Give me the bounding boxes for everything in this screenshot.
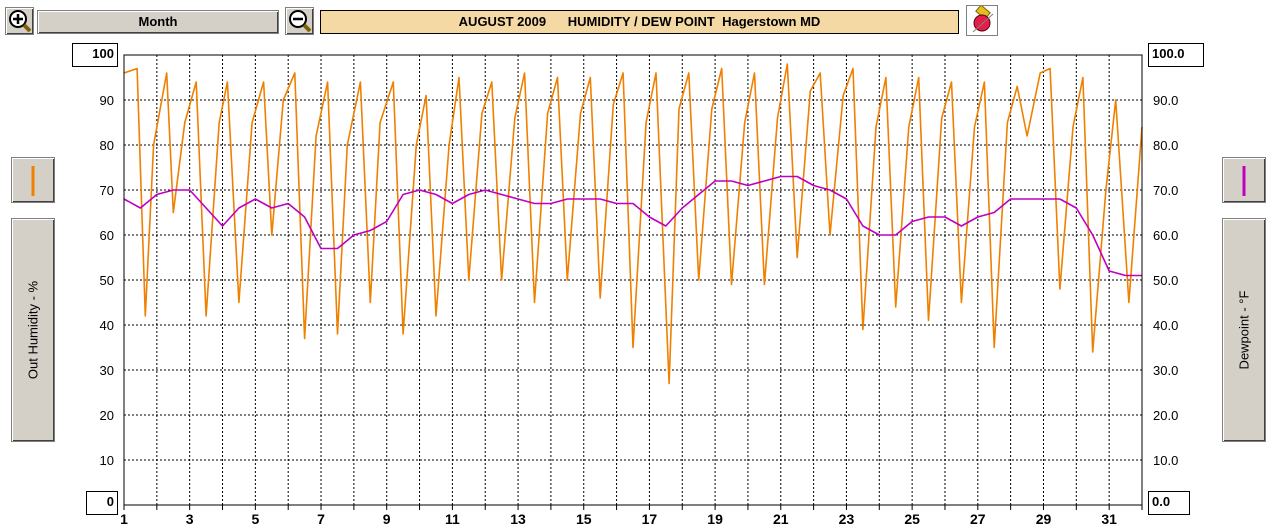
x-tick-label: 5 (251, 511, 259, 527)
x-tick-label: 11 (445, 511, 460, 527)
right-tick-label: 50.0 (1153, 273, 1178, 288)
dewpoint-series-line (123, 175, 1142, 277)
left-tick-label: 40 (100, 318, 114, 333)
right-tick-label: 80.0 (1153, 138, 1178, 153)
x-tick-label: 25 (904, 511, 920, 527)
left-tick-label: 30 (100, 363, 114, 378)
left-tick-label: 80 (100, 138, 114, 153)
left-tick-label: 90 (100, 93, 114, 108)
right-tick-label: 20.0 (1153, 408, 1178, 423)
period-selector-button[interactable]: Month (37, 10, 279, 34)
x-tick-label: 17 (642, 511, 658, 527)
right-axis-label-panel[interactable]: Dewpoint - °F (1222, 218, 1266, 442)
zoom-in-icon (8, 10, 31, 33)
left-tick-label: 20 (100, 408, 114, 423)
right-tick-label: 60.0 (1153, 228, 1178, 243)
x-tick-label: 27 (970, 511, 986, 527)
left-axis-label-panel[interactable]: Out Humidity - % (11, 218, 55, 442)
eraser-icon (972, 4, 994, 33)
left-axis-min: 0 (106, 494, 114, 509)
x-tick-label: 21 (773, 511, 789, 527)
left-axis-max-box[interactable]: 100 (72, 43, 118, 67)
x-tick-label: 9 (383, 511, 391, 527)
left-axis-max: 100 (92, 46, 114, 61)
dewpoint-line-icon (1242, 166, 1246, 196)
plot-frame (123, 54, 1143, 506)
zoom-out-icon (288, 10, 311, 33)
x-tick-label: 31 (1101, 511, 1117, 527)
left-axis-min-box[interactable]: 0 (86, 491, 118, 515)
right-axis-min: 0.0 (1152, 494, 1171, 509)
left-tick-label: 10 (100, 453, 114, 468)
x-tick-label: 3 (186, 511, 194, 527)
right-tick-label: 90.0 (1153, 93, 1178, 108)
left-tick-label: 60 (100, 228, 114, 243)
x-tick-label: 13 (510, 511, 526, 527)
right-axis-min-box[interactable]: 0.0 (1148, 491, 1190, 515)
x-tick-label: 19 (707, 511, 723, 527)
zoom-out-button[interactable] (285, 7, 314, 35)
humidity-line-icon (31, 166, 35, 196)
humidity-color-swatch[interactable] (11, 157, 55, 203)
dewpoint-color-swatch[interactable] (1222, 157, 1266, 203)
zoom-in-button[interactable] (5, 7, 34, 35)
humidity-series-line (123, 63, 1143, 385)
right-axis-max: 100.0 (1152, 46, 1185, 61)
x-tick-label: 7 (317, 511, 325, 527)
x-tick-label: 29 (1036, 511, 1052, 527)
right-axis-max-box[interactable]: 100.0 (1148, 43, 1204, 67)
right-tick-label: 70.0 (1153, 183, 1178, 198)
left-tick-label: 50 (100, 273, 114, 288)
right-tick-label: 30.0 (1153, 363, 1178, 378)
left-tick-label: 70 (100, 183, 114, 198)
x-tick-label: 23 (839, 511, 855, 527)
eraser-tool-button[interactable] (966, 4, 998, 36)
x-tick-label: 1 (120, 511, 128, 527)
chart-title: AUGUST 2009 HUMIDITY / DEW POINT Hagerst… (320, 10, 959, 34)
x-tick-label: 15 (576, 511, 592, 527)
right-tick-label: 40.0 (1153, 318, 1178, 333)
right-tick-label: 10.0 (1153, 453, 1178, 468)
